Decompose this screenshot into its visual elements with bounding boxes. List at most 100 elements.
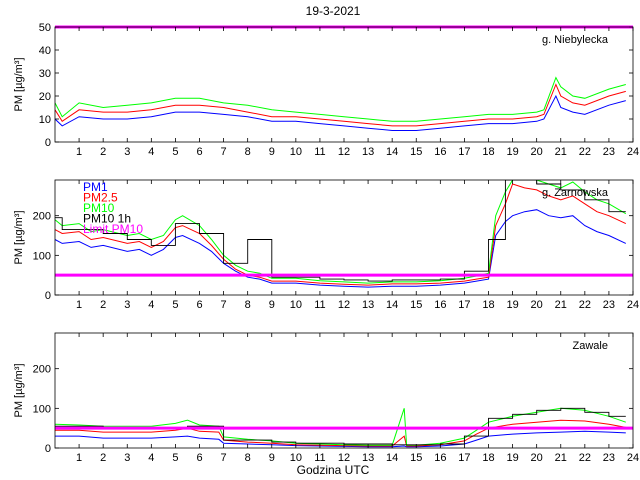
x-tick-label: 6 [196,146,202,158]
series-line-pm2-5 [55,83,626,127]
x-tick-label: 7 [221,452,227,464]
y-axis-label: PM [µg/m³] [13,210,25,264]
y-tick-label: 10 [39,114,51,126]
plot-area [55,27,633,142]
series-line-pm1 [55,209,627,288]
x-tick-label: 18 [482,452,494,464]
x-tick-label: 13 [362,452,374,464]
y-tick-label: 0 [45,290,51,302]
y-axis-label: PM [µg/m³] [13,363,25,417]
x-tick-label: 1 [76,452,82,464]
x-tick-label: 4 [148,299,154,311]
x-tick-label: 24 [627,146,639,158]
x-tick-label: 17 [458,146,470,158]
x-tick-label: 10 [290,146,302,158]
x-tick-label: 9 [269,146,275,158]
series-line-pm1 [55,430,626,448]
y-tick-label: 200 [33,364,51,376]
y-tick-label: 100 [33,250,51,262]
series-line-pm2-5 [55,183,627,286]
x-tick-label: 19 [506,299,518,311]
x-tick-label: 11 [314,146,325,158]
x-tick-label: 9 [269,452,275,464]
y-tick-label: 200 [33,211,51,223]
x-tick-label: 23 [603,299,615,311]
x-tick-label: 22 [579,299,591,311]
x-tick-label: 8 [245,299,251,311]
x-tick-label: 23 [603,452,615,464]
x-tick-label: 3 [124,452,130,464]
y-tick-label: 30 [39,68,51,80]
x-tick-label: 18 [482,146,494,158]
y-tick-label: 0 [45,137,51,149]
figure-title: 19-3-2021 [306,4,361,18]
y-tick-label: 100 [33,403,51,415]
x-tick-label: 17 [458,299,470,311]
x-tick-label: 13 [362,299,374,311]
x-tick-label: 20 [531,452,543,464]
x-tick-label: 9 [269,299,275,311]
x-tick-label: 22 [579,452,591,464]
x-tick-label: 7 [221,146,227,158]
y-axis-label: PM [µg/m³] [13,57,25,111]
x-tick-label: 12 [338,146,350,158]
x-tick-label: 23 [603,146,615,158]
x-tick-label: 8 [245,452,251,464]
x-tick-label: 21 [555,146,567,158]
x-tick-label: 14 [386,146,398,158]
x-tick-label: 24 [627,299,639,311]
x-tick-label: 22 [579,146,591,158]
x-tick-label: 2 [100,299,106,311]
x-tick-label: 20 [531,146,543,158]
series-line-pm2-5 [55,419,626,447]
x-tick-label: 8 [245,146,251,158]
x-tick-label: 10 [290,452,302,464]
x-tick-label: 5 [172,146,178,158]
x-tick-label: 15 [410,452,422,464]
series-line-pm10 [55,180,627,284]
x-tick-label: 16 [434,146,446,158]
plot-series-layer [55,76,626,131]
x-tick-label: 16 [434,299,446,311]
legend-entry: Limit PM10 [83,222,143,236]
legend-entry: PM2.5 [83,191,118,205]
x-tick-label: 13 [362,146,374,158]
x-tick-label: 19 [506,452,518,464]
x-tick-label: 15 [410,299,422,311]
x-tick-label: 11 [314,299,325,311]
x-tick-label: 7 [221,299,227,311]
x-tick-label: 4 [148,146,154,158]
x-tick-label: 19 [506,146,518,158]
legend-entry: PM1 [83,180,108,194]
station-label: g. Zarnowska [542,187,609,199]
plot-area [55,333,633,448]
series-line-pm1 [55,94,626,131]
x-tick-label: 15 [410,146,422,158]
station-label: Zawale [573,340,608,352]
x-tick-label: 5 [172,299,178,311]
x-tick-label: 24 [627,452,639,464]
x-tick-label: 18 [482,299,494,311]
x-tick-label: 17 [458,452,470,464]
plot-series-layer [55,180,627,288]
legend-entry: PM10 [83,201,115,215]
series-line-pm10 [55,407,626,446]
x-tick-label: 2 [100,146,106,158]
x-tick-label: 3 [124,299,130,311]
x-tick-label: 6 [196,299,202,311]
x-tick-label: 20 [531,299,543,311]
y-tick-label: 50 [39,22,51,34]
x-tick-label: 5 [172,452,178,464]
x-tick-label: 6 [196,452,202,464]
x-tick-label: 10 [290,299,302,311]
x-tick-label: 14 [386,452,398,464]
x-tick-label: 12 [338,299,350,311]
y-tick-label: 40 [39,45,51,57]
series-line-pm10 [55,76,626,122]
x-tick-label: 2 [100,452,106,464]
y-tick-label: 0 [45,443,51,455]
